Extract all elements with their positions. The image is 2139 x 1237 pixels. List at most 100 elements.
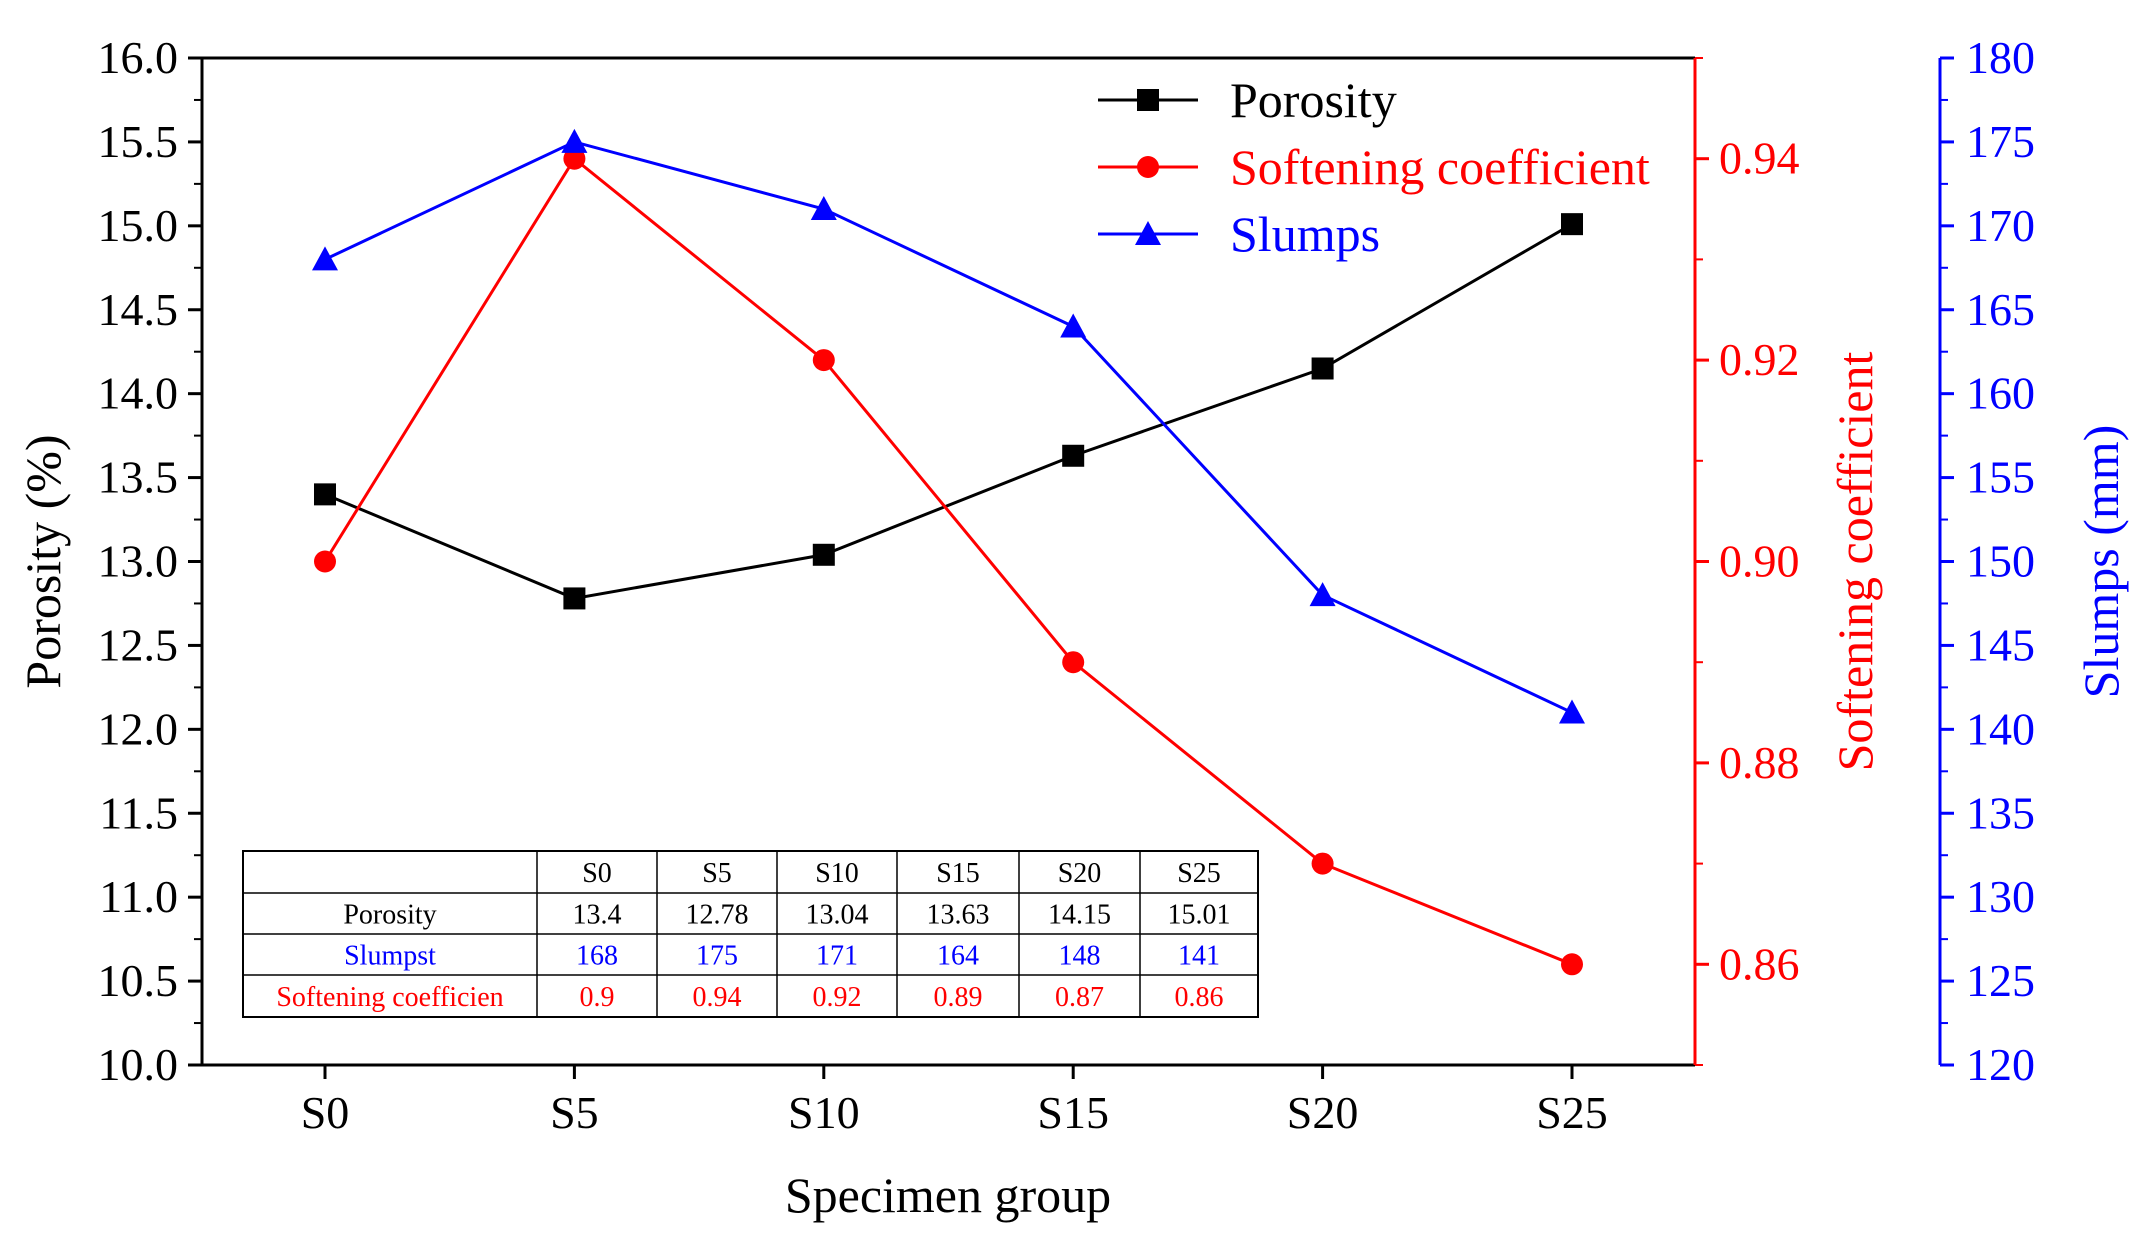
table-cell: 0.89 (934, 982, 983, 1013)
slump-axis-title: Slumps (mm) (2073, 425, 2129, 699)
slumps-point (810, 196, 837, 221)
slumps-point (1559, 699, 1585, 724)
x-tick-label: S25 (1536, 1087, 1608, 1138)
left-tick-label: 14.0 (98, 368, 179, 419)
table-row-label: Slumpst (344, 941, 436, 972)
slump-tick-label: 160 (1966, 368, 2035, 419)
table-cell: 15.01 (1168, 900, 1231, 931)
legend-porosity-label: Porosity (1230, 72, 1397, 128)
left-tick-label: 12.0 (98, 703, 179, 754)
table-header-cell: S5 (702, 858, 732, 889)
softening-coefficient-point (812, 349, 835, 372)
table-cell: 13.4 (573, 900, 622, 931)
table-cell: 0.86 (1175, 982, 1224, 1013)
table-header-cell: S15 (936, 858, 980, 889)
table-cell: 175 (696, 941, 738, 972)
table-cell: 0.87 (1055, 982, 1104, 1013)
legend: Porosity Softening coefficient Slumps (1098, 72, 1650, 262)
left-tick-label: 11.0 (99, 871, 178, 922)
slump-tick-label: 130 (1966, 871, 2035, 922)
table-cell: 13.63 (927, 900, 990, 931)
table-cell: 13.04 (806, 900, 869, 931)
slumps-point (561, 128, 588, 153)
table-row-label: Porosity (343, 900, 436, 931)
table-cell: 164 (937, 941, 979, 972)
left-tick-label: 13.5 (98, 452, 179, 503)
legend-slumps-marker (1135, 221, 1161, 245)
series-layer (312, 128, 1585, 976)
table-cell: 141 (1178, 941, 1220, 972)
softening-tick-label: 0.92 (1719, 334, 1800, 385)
porosity-series-line (324, 222, 1573, 600)
softening-coefficient-point (1561, 953, 1583, 976)
softening-coefficient-point (314, 550, 336, 573)
softening-coefficient-point (1311, 852, 1334, 875)
table-header-cell: S25 (1177, 858, 1221, 889)
table-header-cell: S0 (582, 858, 612, 889)
table-cell: 0.92 (813, 982, 862, 1013)
softening-tick-label: 0.94 (1719, 133, 1800, 184)
porosity-point (314, 483, 336, 506)
slumps-point (312, 246, 338, 271)
slump-tick-label: 170 (1966, 200, 2035, 251)
left-tick-label: 10.0 (98, 1039, 179, 1090)
slumps-point (1060, 313, 1087, 338)
data-table: S0 S5 S10 S15 S20 S25 Porosity 13.4 12.78 13.04 13… (242, 850, 1259, 1018)
porosity-point (1311, 357, 1334, 380)
x-tick-label: S5 (550, 1087, 599, 1138)
porosity-point (1062, 444, 1085, 467)
table-cell: 0.94 (693, 982, 742, 1013)
left-tick-label: 14.5 (98, 284, 179, 335)
x-tick-label: S20 (1287, 1087, 1359, 1138)
softening-coefficient-point (563, 147, 586, 170)
slump-tick-label: 150 (1966, 536, 2035, 587)
left-axis-title: Porosity (%) (15, 434, 71, 688)
table-row-label: Softening coefficien (276, 982, 503, 1013)
slump-tick-label: 175 (1966, 116, 2035, 167)
legend-porosity-marker (1137, 89, 1159, 111)
left-tick-label: 12.5 (98, 619, 179, 670)
slump-tick-label: 120 (1966, 1039, 2035, 1090)
x-tick-label: S0 (301, 1087, 350, 1138)
x-tick-label: S10 (788, 1087, 860, 1138)
left-tick-label: 15.0 (98, 200, 179, 251)
porosity-point (1561, 213, 1583, 236)
table-cell: 171 (816, 941, 858, 972)
left-tick-label: 16.0 (98, 32, 179, 83)
slump-tick-label: 125 (1966, 955, 2035, 1006)
left-tick-label: 15.5 (98, 116, 179, 167)
slump-tick-label: 140 (1966, 703, 2035, 754)
softening-tick-label: 0.88 (1719, 737, 1800, 788)
legend-slumps-label: Slumps (1230, 206, 1380, 262)
slump-tick-label: 180 (1966, 32, 2035, 83)
softening-tick-label: 0.90 (1719, 536, 1800, 587)
axis-titles: Specimen group Porosity (%) Softening coef… (15, 352, 2129, 1223)
slumps-point (1309, 582, 1336, 607)
slump-tick-label: 155 (1966, 452, 2035, 503)
porosity-point (812, 543, 835, 566)
softening-coefficient-series-line (323, 156, 1573, 966)
left-tick-label: 13.0 (98, 536, 179, 587)
x-axis-title: Specimen group (785, 1167, 1111, 1223)
slump-tick-label: 145 (1966, 619, 2035, 670)
slump-tick-label: 165 (1966, 284, 2035, 335)
axes-layer: 10.0 10.5 11.0 11.5 12.0 12.5 13.0 13.5 14.0 14.5… (98, 32, 2036, 1138)
table-header-cell: S10 (815, 858, 859, 889)
softening-tick-label: 0.86 (1719, 938, 1800, 989)
x-tick-label: S15 (1037, 1087, 1109, 1138)
table-cell: 168 (576, 941, 618, 972)
porosity-point (563, 587, 586, 610)
left-tick-label: 10.5 (98, 955, 179, 1006)
table-header-cell: S20 (1058, 858, 1102, 889)
table-cell: 14.15 (1048, 900, 1111, 931)
softening-coefficient-point (1062, 651, 1085, 674)
slump-tick-label: 135 (1966, 787, 2035, 838)
left-tick-label: 11.5 (99, 787, 178, 838)
table-cell: 12.78 (686, 900, 749, 931)
softening-axis-title: Softening coefficient (1827, 352, 1883, 772)
legend-softening-coefficient-label: Softening coefficient (1230, 139, 1650, 195)
table-cell: 148 (1059, 941, 1101, 972)
legend-softening-coefficient-marker (1137, 156, 1159, 178)
table-cell: 0.9 (580, 982, 615, 1013)
